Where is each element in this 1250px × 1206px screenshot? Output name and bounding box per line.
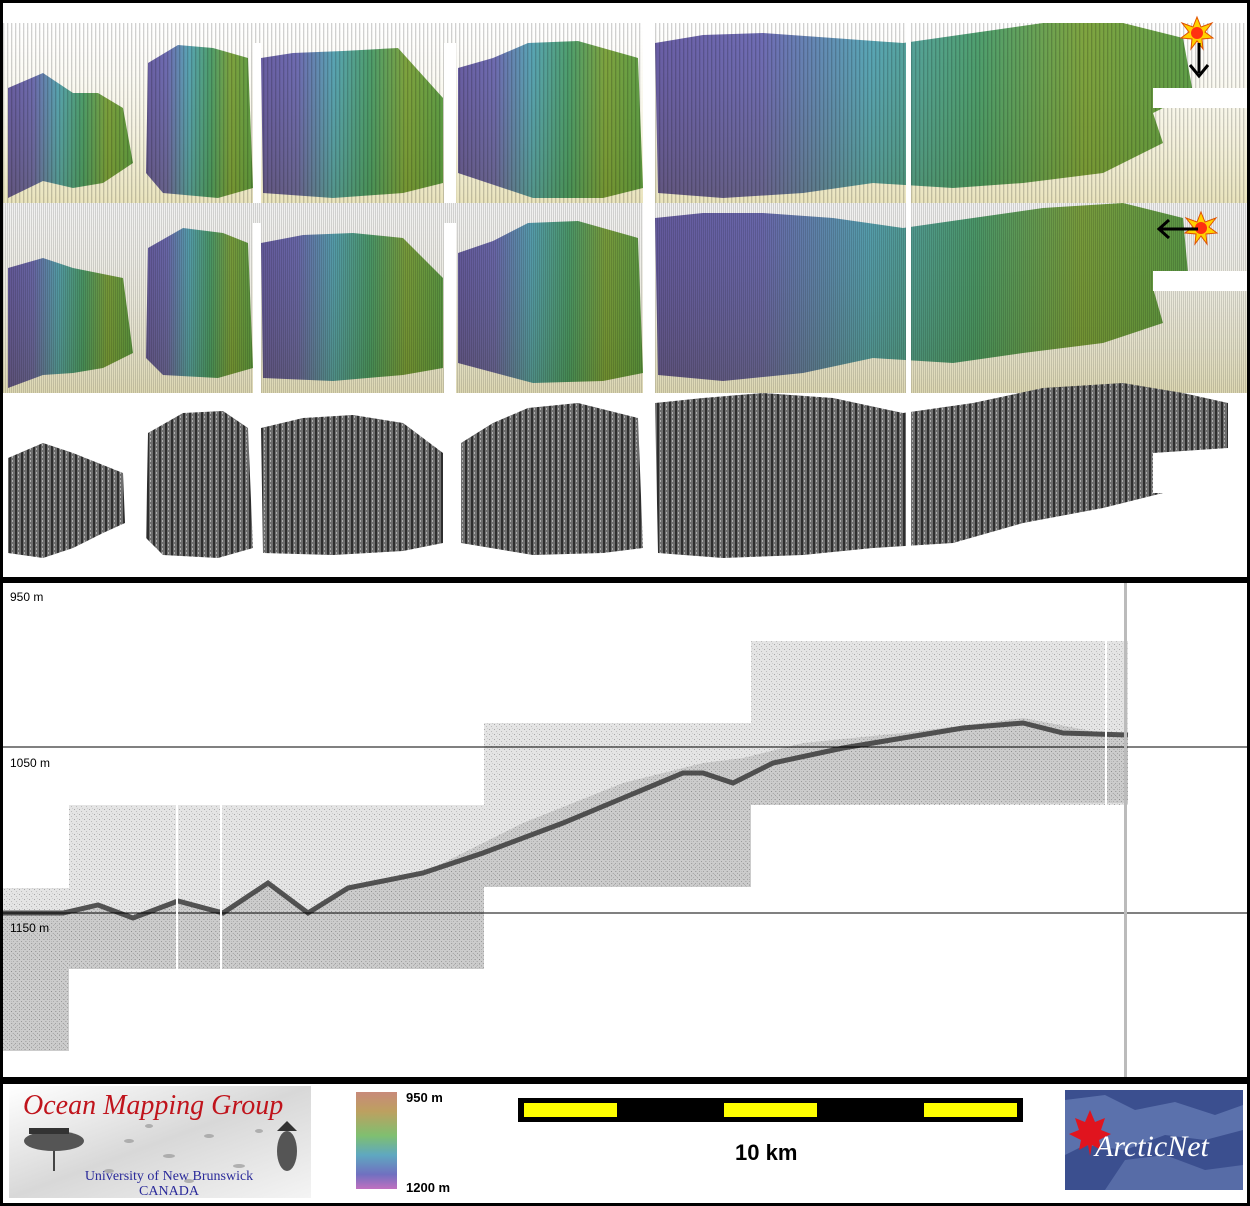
survey-map-panel [3,3,1247,577]
echogram-svg [3,583,1247,1077]
depth-label-950: 950 m [10,590,44,604]
arrow-down-icon [1188,43,1210,79]
maple-leaf-icon [1069,1110,1111,1156]
arcticnet-logo-text: ArcticNet [1095,1130,1209,1163]
logo-university: University of New Brunswick [84,1169,254,1184]
arcticnet-logo: ArcticNet [1065,1090,1243,1190]
arrow-left-icon [1156,218,1198,240]
depth-label-1050: 1050 m [10,756,51,770]
ocean-mapping-group-logo: Ocean Mapping Group University of New Br… [9,1086,311,1198]
legend-panel: Ocean Mapping Group University of New Br… [3,1084,1247,1203]
scale-bar [518,1098,1023,1122]
bathymetry-strip-lateral-illumination [3,203,1247,393]
scale-bar-segment [924,1103,1017,1117]
colorbar-bottom-label: 1200 m [406,1180,451,1195]
depth-label-1150: 1150 m [10,921,50,935]
survey-strips-svg [3,15,1247,563]
depth-colorbar [356,1092,397,1189]
backscatter-strip [8,383,1228,563]
scale-bar-label: 10 km [735,1140,798,1165]
subbottom-profile-panel: 950 m 1050 m 1150 m [3,583,1247,1077]
sun-icon [1179,15,1215,51]
logo-title: Ocean Mapping Group [23,1090,284,1121]
scale-bar-segment [724,1103,817,1117]
sonar-towfish-icon [277,1121,297,1171]
colorbar-top-label: 950 m [406,1090,443,1105]
sun-icon [1183,210,1219,246]
bathymetry-strip-vertical-illumination [3,23,1247,213]
arctic-map-art [1065,1095,1243,1190]
survey-vessel-icon [24,1128,84,1171]
seafloor-logo-art [9,1086,311,1198]
logo-country: CANADA [139,1184,199,1198]
scale-bar-segment [524,1103,617,1117]
